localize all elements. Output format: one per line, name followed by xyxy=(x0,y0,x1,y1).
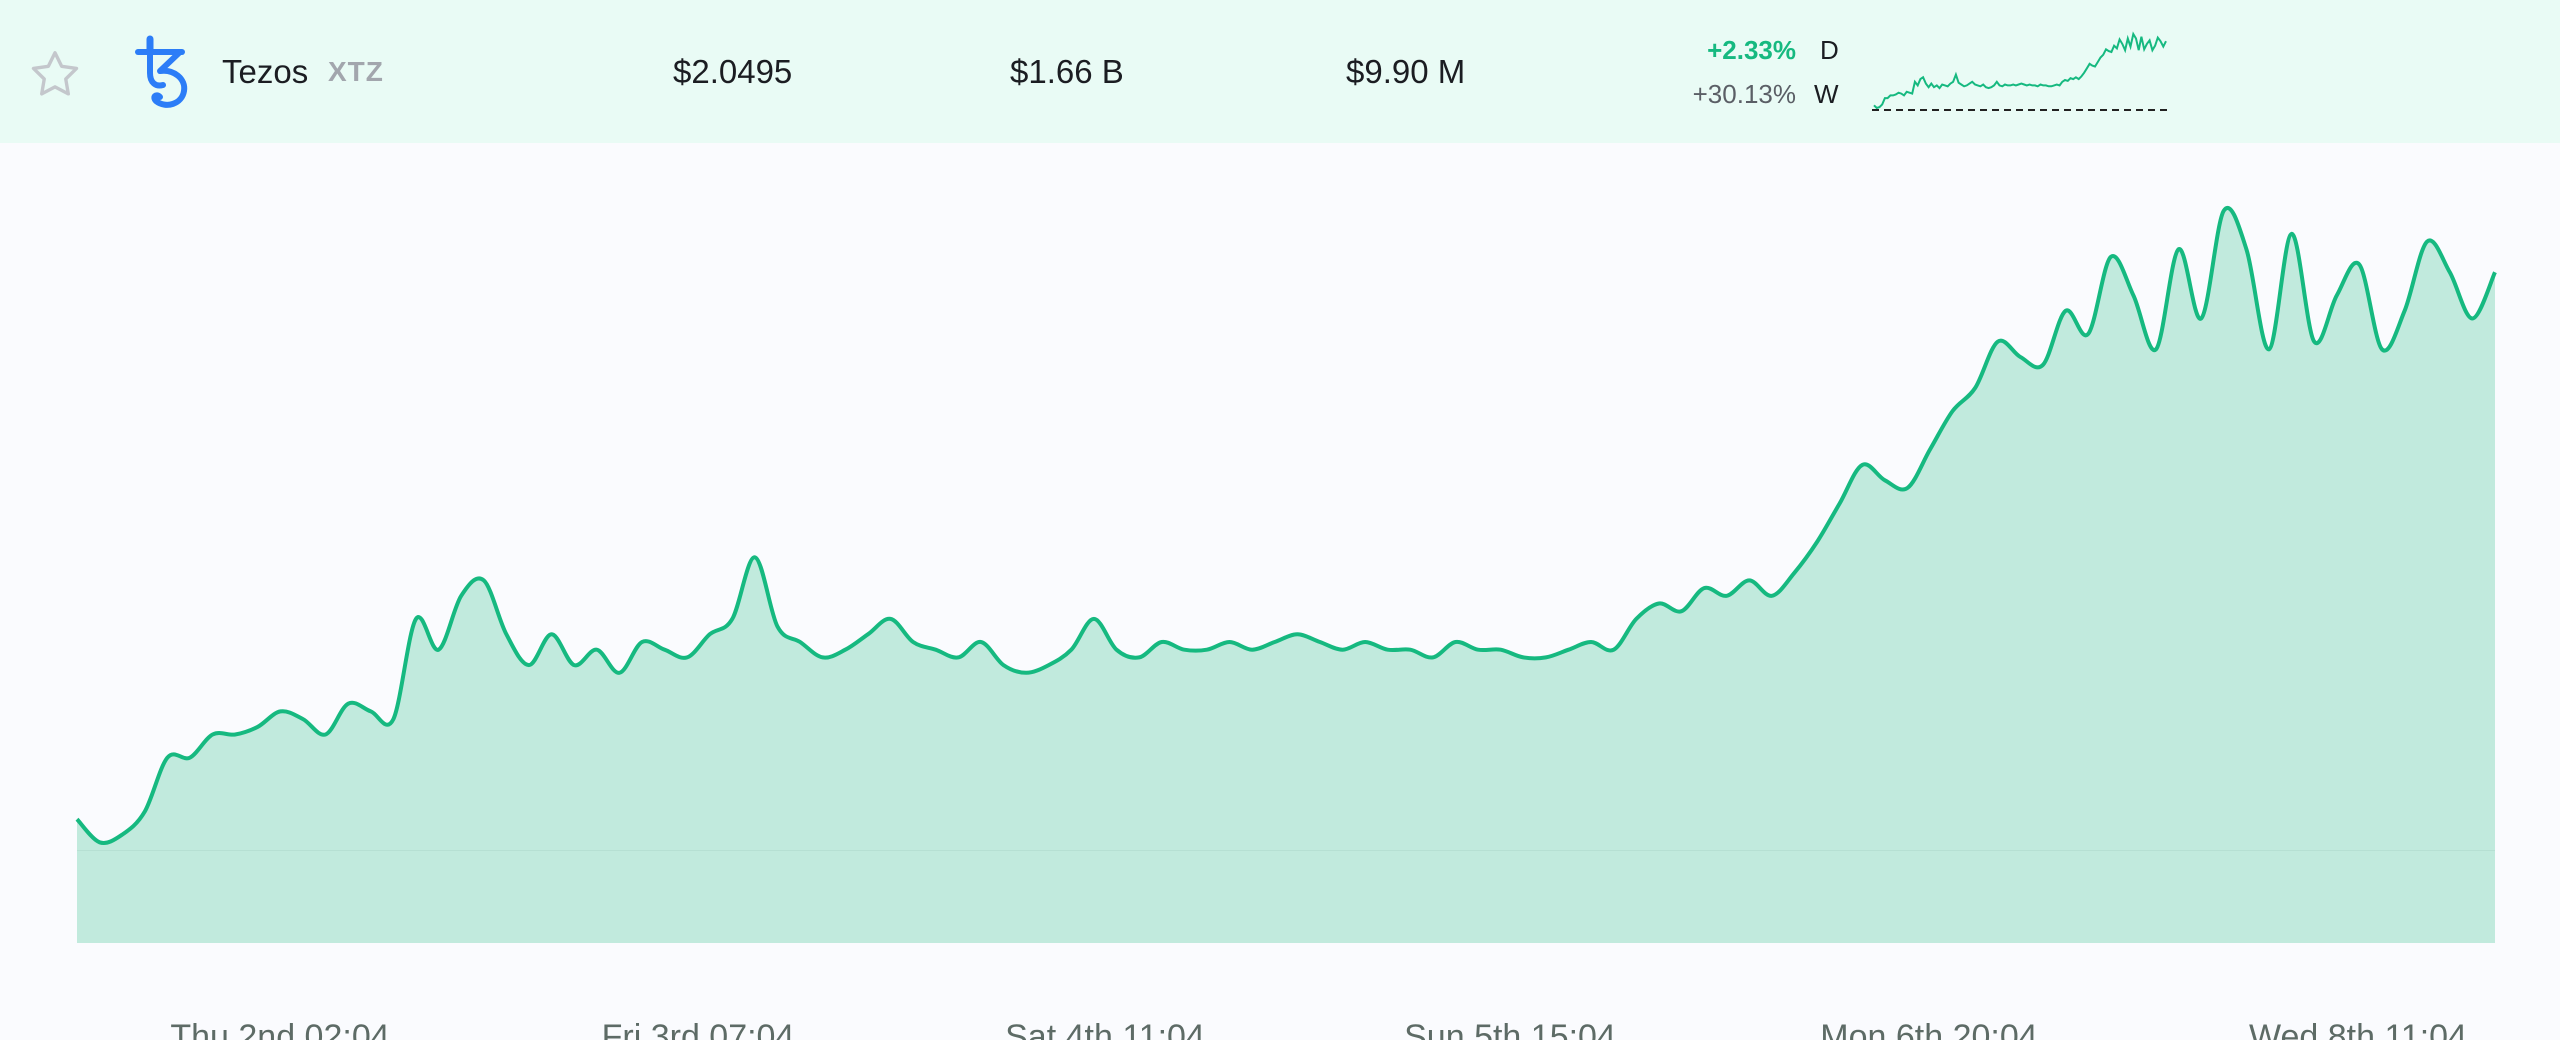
axis-band xyxy=(77,850,2495,943)
market-cap: $1.66 B xyxy=(1010,53,1124,90)
x-tick-label: Sat 4th 11:04 xyxy=(1005,1018,1205,1040)
price-chart[interactable]: Thu 2nd 02:04 Fri 3rd 07:04 Sat 4th 11:0… xyxy=(0,143,2560,1040)
star-icon[interactable] xyxy=(26,46,84,104)
price-line xyxy=(75,206,2497,845)
change-week: +30.13% xyxy=(1692,79,1796,109)
x-tick-label: Sun 5th 15:04 xyxy=(1404,1018,1616,1040)
coin-name[interactable]: Tezos xyxy=(222,53,309,90)
tezos-logo-icon xyxy=(135,35,188,108)
change-week-label: W xyxy=(1814,79,1839,109)
coin-row[interactable]: Tezos XTZ $2.0495 $1.66 B $9.90 M +2.33%… xyxy=(0,0,2560,143)
x-tick-label: Thu 2nd 02:04 xyxy=(170,1018,390,1040)
price-chart-svg xyxy=(75,206,2497,943)
x-axis: Thu 2nd 02:04 Fri 3rd 07:04 Sat 4th 11:0… xyxy=(0,1015,2560,1040)
sparkline-line xyxy=(1873,31,2167,110)
sparkline xyxy=(1872,31,2168,111)
x-tick-label: Mon 6th 20:04 xyxy=(1820,1018,2038,1040)
coin-symbol: XTZ xyxy=(328,56,384,87)
change-day-label: D xyxy=(1820,35,1839,65)
x-tick-label: Fri 3rd 07:04 xyxy=(601,1018,795,1040)
volume: $9.90 M xyxy=(1346,53,1466,90)
price-area xyxy=(77,207,2495,850)
coin-price: $2.0495 xyxy=(673,53,793,90)
change-day: +2.33% xyxy=(1707,35,1796,65)
x-tick-label: Wed 8th 11:04 xyxy=(2248,1018,2468,1040)
